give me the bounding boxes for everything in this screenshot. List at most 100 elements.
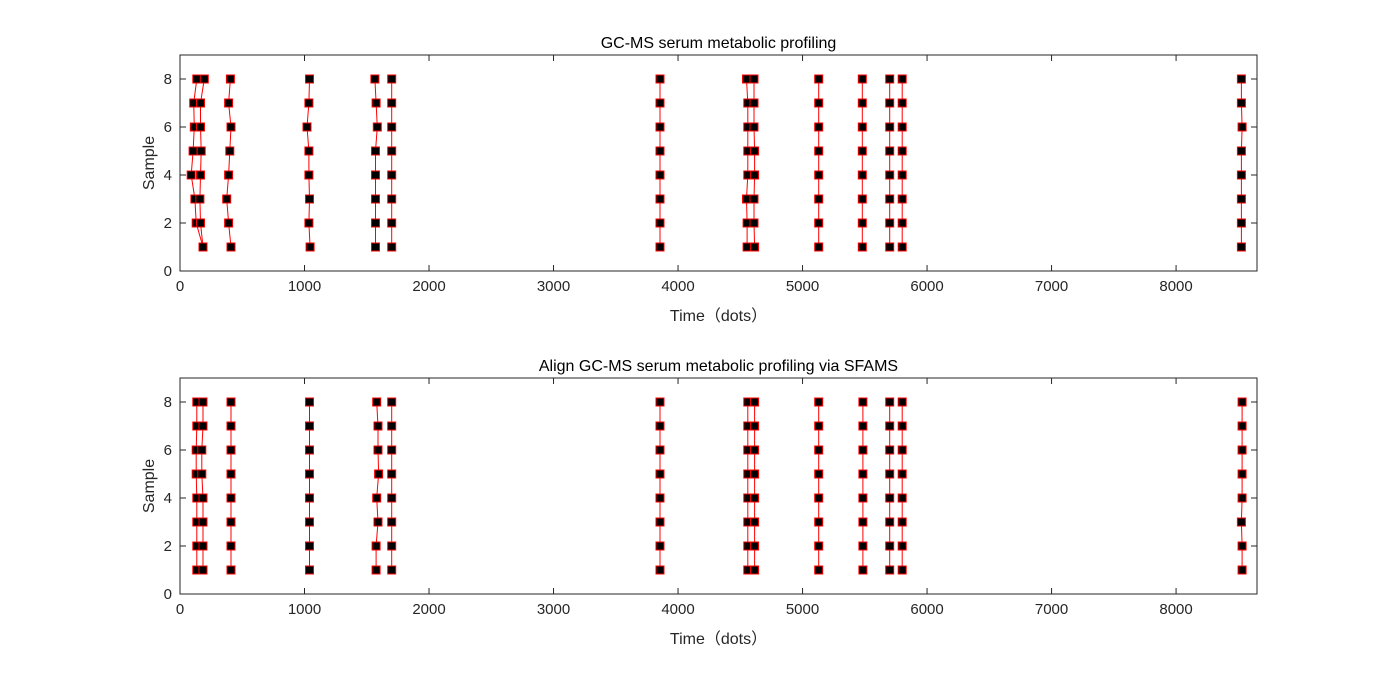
data-point-marker	[885, 170, 895, 180]
data-point-marker	[226, 517, 236, 527]
data-point-marker	[750, 421, 760, 431]
x-tick-label: 1000	[288, 601, 321, 618]
data-point-marker	[304, 170, 314, 180]
data-point-marker	[655, 493, 665, 503]
data-point-marker	[225, 74, 235, 84]
data-point-marker	[305, 541, 314, 551]
data-point-marker	[387, 565, 397, 575]
data-point-marker	[858, 397, 868, 407]
data-point-marker	[857, 218, 867, 228]
data-point-marker	[1236, 74, 1246, 84]
data-point-marker	[196, 170, 205, 180]
data-point-marker	[655, 98, 665, 108]
data-point-marker	[198, 565, 208, 575]
data-point-marker	[814, 493, 824, 503]
data-point-marker	[198, 541, 208, 551]
data-point-marker	[199, 74, 209, 84]
data-point-marker	[750, 445, 760, 455]
data-point-marker	[222, 194, 232, 204]
data-point-marker	[897, 421, 907, 431]
data-point-marker	[374, 469, 384, 479]
data-point-marker	[897, 218, 907, 228]
data-point-marker	[305, 469, 314, 479]
x-tick-label: 2000	[412, 278, 445, 295]
data-point-marker	[371, 194, 380, 204]
data-point-marker	[814, 98, 824, 108]
data-point-marker	[897, 541, 907, 551]
data-point-marker	[387, 469, 397, 479]
data-point-marker	[750, 242, 760, 252]
data-point-marker	[885, 122, 895, 132]
data-point-marker	[858, 421, 868, 431]
data-point-marker	[897, 170, 907, 180]
data-point-marker	[224, 218, 234, 228]
data-point-marker	[387, 541, 397, 551]
data-point-marker	[897, 74, 907, 84]
data-point-marker	[304, 146, 314, 156]
data-point-marker	[655, 565, 665, 575]
y-tick-label: 0	[164, 586, 172, 603]
data-point-marker	[655, 170, 665, 180]
top-chart-panel: GC-MS serum metabolic profiling 0 1000 200…	[141, 35, 1258, 325]
data-point-marker	[750, 146, 760, 156]
data-point-marker	[373, 445, 383, 455]
data-point-marker	[226, 122, 236, 132]
data-point-marker	[198, 421, 208, 431]
y-axis-ticks: 0 2 4 6 8	[164, 394, 1257, 603]
data-point-marker	[371, 218, 380, 228]
data-point-marker	[897, 397, 907, 407]
data-point-marker	[305, 397, 314, 407]
x-tick-label: 0	[176, 278, 184, 295]
x-tick-label: 3000	[537, 278, 570, 295]
data-point-marker	[387, 122, 397, 132]
data-point-marker	[897, 98, 907, 108]
data-point-marker	[387, 397, 397, 407]
data-point-marker	[1237, 397, 1247, 407]
data-point-marker	[305, 445, 314, 455]
y-tick-label: 6	[164, 119, 172, 136]
data-point-marker	[373, 517, 383, 527]
data-point-marker	[197, 445, 207, 455]
data-point-marker	[814, 194, 824, 204]
data-point-marker	[742, 242, 752, 252]
data-point-marker	[198, 517, 208, 527]
data-point-marker	[750, 469, 760, 479]
x-tick-label: 8000	[1159, 601, 1192, 618]
data-point-marker	[857, 98, 867, 108]
data-point-marker	[897, 122, 907, 132]
data-point-marker	[655, 194, 665, 204]
data-point-marker	[885, 541, 895, 551]
data-point-marker	[814, 122, 824, 132]
data-point-marker	[1237, 421, 1247, 431]
data-point-marker	[897, 194, 907, 204]
data-point-marker	[750, 397, 760, 407]
x-tick-label: 3000	[537, 601, 570, 618]
data-point-marker	[750, 565, 760, 575]
data-point-marker	[226, 493, 236, 503]
data-point-marker	[885, 194, 895, 204]
data-point-marker	[897, 493, 907, 503]
data-point-marker	[226, 445, 236, 455]
data-point-marker	[897, 565, 907, 575]
data-point-marker	[749, 74, 759, 84]
data-point-marker	[885, 218, 895, 228]
data-point-marker	[897, 242, 907, 252]
data-point-marker	[387, 74, 397, 84]
data-point-marker	[196, 122, 205, 132]
data-point-marker	[814, 170, 824, 180]
data-point-marker	[885, 565, 895, 575]
data-point-marker	[885, 397, 895, 407]
data-point-marker	[192, 74, 202, 84]
data-point-marker	[742, 194, 751, 204]
x-tick-label: 7000	[1035, 278, 1068, 295]
plot-frame	[179, 54, 1258, 272]
data-point-marker	[371, 146, 380, 156]
data-point-marker	[188, 146, 198, 156]
data-point-marker	[371, 170, 380, 180]
x-tick-label: 4000	[661, 278, 694, 295]
data-point-marker	[224, 170, 234, 180]
data-point-marker	[387, 421, 397, 431]
data-point-marker	[196, 146, 206, 156]
data-point-marker	[1236, 170, 1246, 180]
